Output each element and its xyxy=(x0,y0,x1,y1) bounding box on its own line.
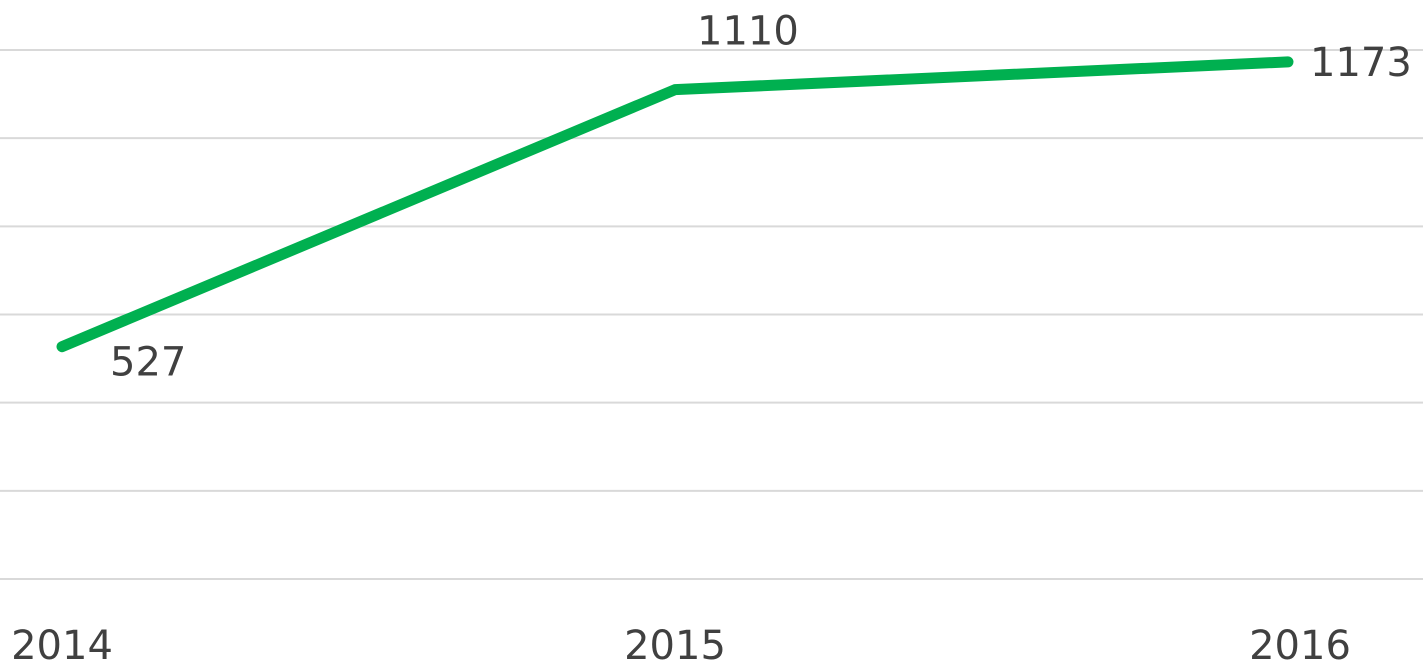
data-label: 527 xyxy=(110,340,186,386)
x-tick-label: 2014 xyxy=(11,623,113,669)
x-tick-label: 2015 xyxy=(624,623,726,669)
chart: 2014 2015 2016 527 1110 1173 xyxy=(0,0,1423,670)
x-tick-label: 2016 xyxy=(1249,623,1351,669)
data-line xyxy=(62,62,1288,347)
data-label: 1173 xyxy=(1310,40,1412,86)
data-label: 1110 xyxy=(697,9,799,55)
